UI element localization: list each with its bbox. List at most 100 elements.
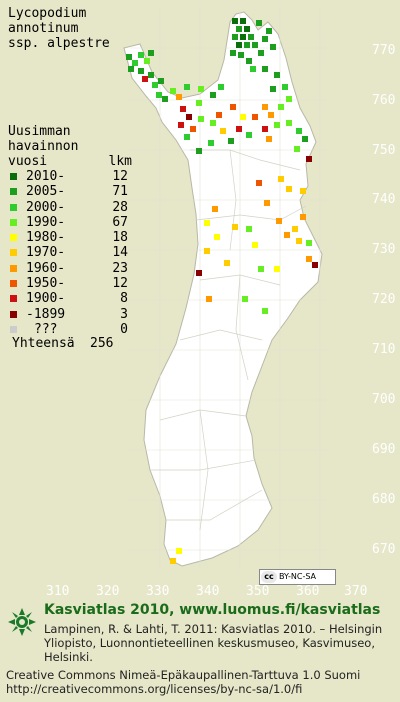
legend: 2010- 12 2005- 71 2000- 28 1990- 67 1980- 18 …: [8, 169, 136, 337]
legend-row: 2010- 12: [8, 169, 136, 184]
y-tick-label: 760: [372, 93, 395, 108]
legend-year-label: -1899: [26, 306, 66, 322]
y-tick-label: 680: [372, 492, 395, 507]
occurrence-marker: [236, 42, 242, 48]
occurrence-marker: [300, 188, 306, 194]
legend-row: -1899 3: [8, 307, 136, 322]
occurrence-marker: [240, 18, 246, 24]
occurrence-marker: [248, 34, 254, 40]
occurrence-marker: [212, 206, 218, 212]
occurrence-marker: [236, 26, 242, 32]
occurrence-marker: [306, 156, 312, 162]
occurrence-marker: [246, 226, 252, 232]
occurrence-marker: [256, 20, 262, 26]
cc-license-badge[interactable]: cc BY-NC-SA: [259, 569, 336, 585]
footer-license-url[interactable]: http://creativecommons.org/licenses/by-n…: [6, 682, 303, 696]
occurrence-marker: [262, 36, 268, 42]
footer-license-name: Creative Commons Nimeä-Epäkaupallinen-Ta…: [6, 668, 361, 682]
occurrence-marker: [278, 176, 284, 182]
occurrence-marker: [242, 296, 248, 302]
occurrence-marker: [184, 84, 190, 90]
occurrence-marker: [178, 122, 184, 128]
occurrence-marker: [252, 114, 258, 120]
kasviatlas-logo-icon: [8, 608, 36, 636]
y-tick-label: 770: [372, 43, 395, 58]
occurrence-marker: [286, 120, 292, 126]
footer-atlas-link[interactable]: Kasviatlas 2010, www.luomus.fi/kasviatla…: [44, 602, 381, 618]
legend-year-label: 1950-: [26, 276, 66, 292]
occurrence-marker: [204, 248, 210, 254]
occurrence-marker: [256, 180, 262, 186]
occurrence-marker: [306, 240, 312, 246]
occurrence-marker: [170, 558, 176, 564]
legend-year-label: ???: [34, 321, 58, 337]
occurrence-marker: [270, 44, 276, 50]
x-tick-label: 330: [146, 584, 169, 599]
occurrence-marker: [170, 88, 176, 94]
cc-logo-icon: cc: [261, 571, 277, 583]
occurrence-marker: [238, 52, 244, 58]
occurrence-marker: [196, 270, 202, 276]
occurrence-marker: [274, 266, 280, 272]
occurrence-marker: [296, 238, 302, 244]
occurrence-marker: [250, 66, 256, 72]
occurrence-marker: [286, 96, 292, 102]
occurrence-marker: [276, 218, 282, 224]
y-tick-label: 670: [372, 542, 395, 557]
footer-citation: Lampinen, R. & Lahti, T. 2011: Kasviatla…: [44, 622, 383, 664]
legend-year-label: 1980-: [26, 230, 66, 246]
y-tick-label: 700: [372, 392, 395, 407]
occurrence-marker: [258, 50, 264, 56]
legend-row: 1970- 14: [8, 245, 136, 260]
legend-heading: Uusimman havainnon vuosi lkm: [8, 124, 136, 169]
legend-swatch: [10, 295, 17, 303]
legend-year-label: 1900-: [26, 291, 66, 307]
cc-license-text: BY-NC-SA: [279, 572, 317, 581]
occurrence-marker: [128, 66, 134, 72]
occurrence-marker: [282, 84, 288, 90]
region-borders: [150, 149, 307, 531]
legend-col-year: vuosi: [8, 154, 48, 169]
occurrence-marker: [184, 134, 190, 140]
occurrence-marker: [206, 296, 212, 302]
legend-row: 2005- 71: [8, 184, 136, 199]
x-tick-label: 320: [96, 584, 119, 599]
legend-count: 0: [120, 321, 128, 337]
occurrence-marker: [156, 92, 162, 98]
legend-row: ??? 0: [8, 322, 136, 337]
legend-year-label: 1960-: [26, 260, 66, 276]
occurrence-marker: [214, 234, 220, 240]
legend-count: 18: [112, 230, 128, 246]
legend-year-label: 2000-: [26, 199, 66, 215]
occurrence-marker: [262, 126, 268, 132]
legend-row: 1900- 8: [8, 291, 136, 306]
occurrence-marker: [286, 186, 292, 192]
occurrence-marker: [262, 66, 268, 72]
legend-total-label: Yhteensä: [12, 336, 75, 351]
occurrence-marker: [158, 78, 164, 84]
y-tick-label: 710: [372, 342, 395, 357]
occurrence-marker: [244, 26, 250, 32]
occurrence-marker: [262, 308, 268, 314]
occurrence-marker: [268, 112, 274, 118]
occurrence-marker: [300, 214, 306, 220]
occurrence-marker: [218, 84, 224, 90]
occurrence-marker: [240, 114, 246, 120]
legend-count: 14: [112, 245, 128, 261]
occurrence-marker: [224, 260, 230, 266]
legend-swatch: [10, 325, 17, 333]
occurrence-marker: [240, 34, 246, 40]
occurrence-marker: [210, 120, 216, 126]
x-tick-label: 370: [344, 584, 367, 599]
occurrence-marker: [262, 104, 268, 110]
occurrence-marker: [232, 224, 238, 230]
legend-row: 1960- 23: [8, 261, 136, 276]
legend-count: 8: [120, 291, 128, 307]
footer-license: Creative Commons Nimeä-Epäkaupallinen-Ta…: [6, 668, 360, 696]
occurrence-marker: [264, 200, 270, 206]
legend-row: 1980- 18: [8, 230, 136, 245]
legend-row: 2000- 28: [8, 200, 136, 215]
y-tick-label: 730: [372, 242, 395, 257]
legend-swatch: [10, 203, 17, 211]
occurrence-marker: [312, 262, 318, 268]
